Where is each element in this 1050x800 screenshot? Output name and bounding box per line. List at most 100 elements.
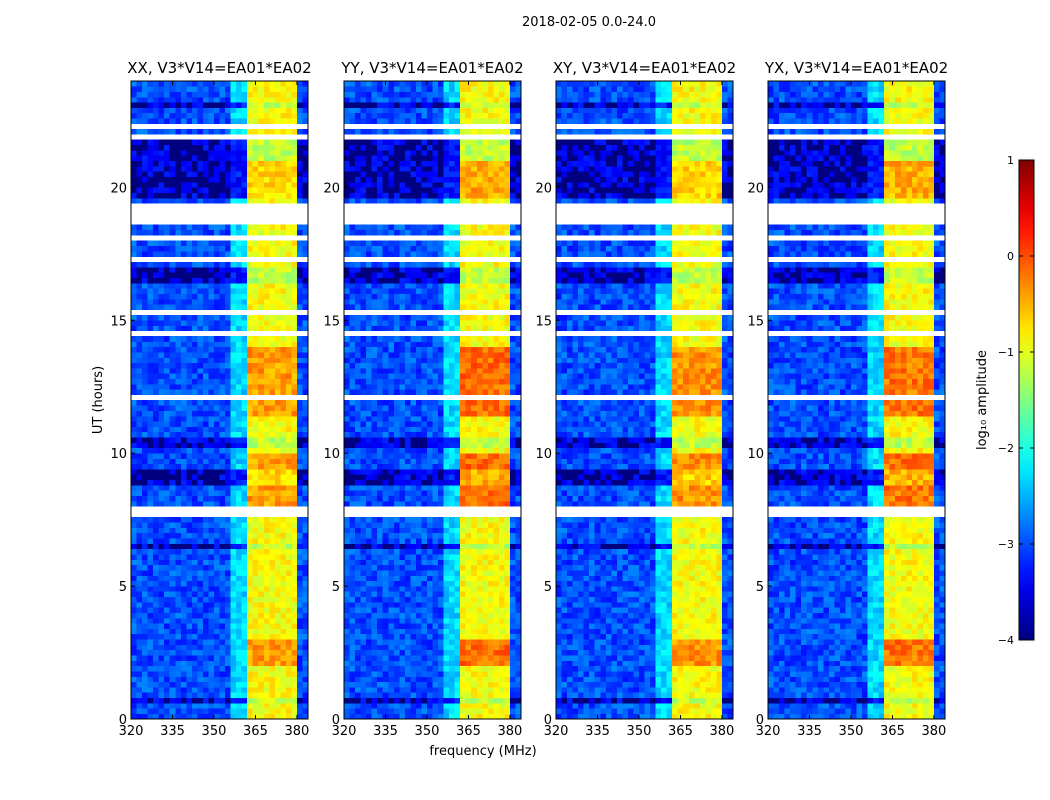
heatmap-cell: [186, 357, 193, 364]
heatmap-cell: [476, 591, 483, 598]
heatmap-cell: [180, 288, 187, 294]
heatmap-cell: [236, 485, 242, 491]
heatmap-cell: [252, 91, 259, 98]
heatmap-cell: [236, 442, 242, 449]
heatmap-cell: [175, 405, 182, 411]
heatmap-cell: [377, 586, 384, 592]
heatmap-cell: [291, 522, 298, 528]
heatmap-cell: [493, 612, 500, 619]
heatmap-cell: [302, 437, 309, 443]
heatmap-cell: [296, 644, 303, 651]
heatmap-cell: [302, 336, 309, 342]
heatmap-cell: [449, 586, 455, 592]
heatmap-cell: [371, 671, 378, 677]
heatmap-cell: [454, 586, 461, 592]
heatmap-cell: [213, 570, 220, 576]
heatmap-cell: [302, 426, 309, 433]
heatmap-cell: [410, 575, 417, 582]
heatmap-cell: [349, 602, 356, 608]
heatmap-cell: [344, 485, 350, 491]
heatmap-cell: [296, 586, 303, 592]
heatmap-cell: [213, 703, 220, 709]
heatmap-cell: [377, 554, 384, 560]
heatmap-cell: [147, 703, 154, 709]
heatmap-cell: [388, 554, 395, 560]
heatmap-cell: [241, 304, 248, 310]
heatmap-cell: [360, 623, 367, 629]
heatmap-cell: [410, 548, 417, 555]
heatmap-cell: [269, 112, 276, 119]
heatmap-cell: [164, 187, 171, 193]
heatmap-cell: [241, 681, 248, 688]
heatmap-cell: [280, 283, 287, 289]
heatmap-cell: [169, 564, 176, 571]
heatmap-cell: [269, 320, 276, 326]
heatmap-cell: [504, 612, 511, 619]
heatmap-cell: [213, 602, 220, 608]
heatmap-cell: [142, 495, 148, 502]
heatmap-cell: [274, 150, 281, 156]
heatmap-cell: [241, 628, 248, 635]
heatmap-cell: [225, 676, 231, 683]
heatmap-cell: [164, 352, 171, 358]
heatmap-cell: [432, 660, 439, 667]
heatmap-cell: [136, 596, 143, 603]
heatmap-cell: [285, 570, 292, 576]
heatmap-cell: [269, 267, 276, 273]
heatmap-cell: [515, 649, 522, 656]
heatmap-cell: [426, 516, 433, 523]
heatmap-cell: [291, 166, 298, 172]
heatmap-cell: [393, 575, 400, 582]
heatmap-cell: [399, 639, 406, 645]
heatmap-cell: [493, 543, 500, 550]
heatmap-cell: [269, 623, 276, 629]
heatmap-cell: [291, 713, 298, 720]
heatmap-cell: [186, 118, 193, 124]
heatmap-cell: [230, 283, 237, 289]
heatmap-cell: [302, 453, 309, 459]
heatmap-cell: [263, 197, 270, 204]
heatmap-cell: [258, 522, 265, 528]
heatmap-cell: [208, 346, 215, 353]
heatmap-cell: [247, 554, 253, 560]
heatmap-cell: [202, 527, 209, 534]
heatmap-cell: [399, 617, 406, 624]
heatmap-cell: [465, 617, 472, 624]
heatmap-cell: [158, 150, 165, 156]
heatmap-cell: [285, 564, 292, 571]
heatmap-cell: [252, 304, 259, 310]
heatmap-cell: [438, 586, 444, 592]
heatmap-cell: [274, 580, 281, 587]
heatmap-cell: [136, 501, 143, 507]
heatmap-cell: [153, 580, 159, 587]
heatmap-cell: [147, 623, 154, 629]
heatmap-cell: [136, 415, 143, 422]
heatmap-cell: [252, 676, 259, 683]
heatmap-cell: [449, 474, 455, 481]
heatmap-cell: [355, 453, 361, 459]
heatmap-cell: [136, 665, 143, 672]
heatmap-cell: [498, 522, 505, 528]
heatmap-cell: [197, 437, 204, 443]
heatmap-cell: [208, 155, 215, 162]
heatmap-cell: [191, 607, 198, 613]
heatmap-cell: [274, 261, 281, 268]
heatmap-cell: [180, 81, 187, 87]
heatmap-cell: [426, 697, 433, 704]
heatmap-cell: [202, 522, 209, 528]
heatmap-cell: [241, 442, 248, 449]
heatmap-cell: [377, 474, 384, 481]
heatmap-cell: [158, 586, 165, 592]
heatmap-cell: [252, 596, 259, 603]
heatmap-cell: [476, 633, 483, 640]
heatmap-cell: [263, 155, 270, 162]
heatmap-cell: [471, 564, 478, 571]
heatmap-cell: [302, 362, 309, 369]
heatmap-cell: [393, 665, 400, 672]
heatmap-cell: [241, 182, 248, 188]
heatmap-cell: [476, 644, 483, 651]
heatmap-cell: [493, 607, 500, 613]
heatmap-cell: [426, 458, 433, 465]
heatmap-cell: [230, 362, 237, 369]
